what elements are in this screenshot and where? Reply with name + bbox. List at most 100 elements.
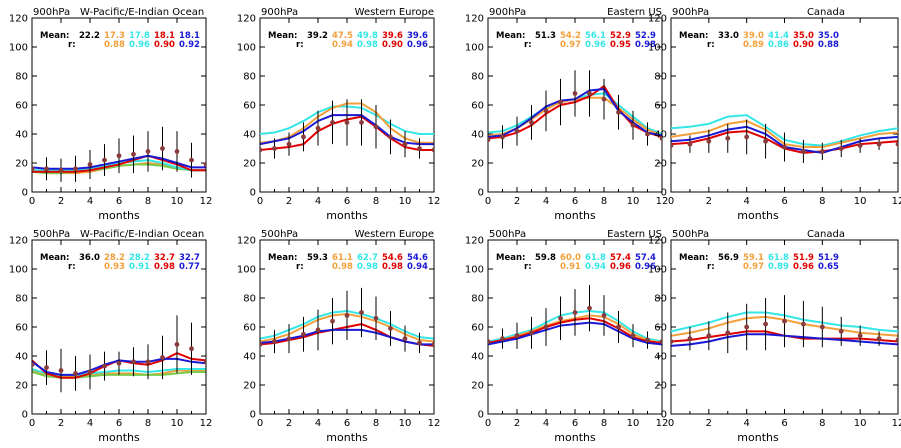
y-tick-label: 40 bbox=[15, 130, 28, 141]
mean-label: Mean: bbox=[40, 31, 69, 41]
x-axis-label: months bbox=[737, 431, 779, 444]
r-value: 0.96 bbox=[407, 40, 428, 50]
mean-label: Mean: bbox=[679, 253, 708, 263]
obs-point bbox=[373, 315, 379, 321]
mean-value: 52.9 bbox=[635, 31, 656, 41]
mean-value: 28.2 bbox=[129, 253, 150, 263]
y-tick-label: 80 bbox=[654, 72, 667, 83]
x-tick-label: 6 bbox=[116, 196, 122, 207]
y-tick-label: 60 bbox=[15, 323, 28, 334]
y-tick-label: 120 bbox=[648, 14, 667, 25]
y-tick-label: 40 bbox=[15, 352, 28, 363]
y-tick-label: 100 bbox=[9, 265, 28, 276]
r-label: r: bbox=[524, 40, 532, 50]
mean-value: 18.1 bbox=[179, 31, 200, 41]
r-value: 0.94 bbox=[407, 262, 428, 272]
obs-point bbox=[116, 360, 122, 366]
y-tick-label: 40 bbox=[243, 130, 256, 141]
mean-value: 33.0 bbox=[718, 31, 739, 41]
obs-point bbox=[102, 157, 107, 163]
r-value: 0.96 bbox=[635, 262, 656, 272]
obs-point bbox=[630, 122, 636, 128]
region-title: Western Europe bbox=[355, 229, 434, 240]
obs-point bbox=[659, 135, 662, 141]
r-value: 0.94 bbox=[332, 40, 353, 50]
r-value: 0.96 bbox=[793, 262, 814, 272]
x-tick-label: 8 bbox=[601, 196, 607, 207]
obs-point bbox=[687, 141, 693, 147]
obs-point bbox=[315, 327, 321, 333]
region-title: W-Pacific/E-Indian Ocean bbox=[80, 7, 204, 18]
region-title: Eastern US bbox=[607, 229, 662, 240]
obs-point bbox=[659, 339, 662, 344]
y-tick-label: 60 bbox=[654, 323, 667, 334]
obs-point bbox=[763, 321, 768, 327]
x-tick-label: 6 bbox=[116, 418, 122, 429]
y-tick-label: 20 bbox=[15, 381, 28, 392]
y-tick-label: 120 bbox=[465, 236, 484, 247]
obs-point bbox=[272, 339, 277, 344]
x-axis-label: months bbox=[554, 209, 596, 222]
x-tick-label: 4 bbox=[743, 196, 749, 207]
region-title: Canada bbox=[807, 7, 845, 18]
x-axis-label: months bbox=[737, 209, 779, 222]
r-label: r: bbox=[707, 262, 715, 272]
x-tick-label: 0 bbox=[668, 418, 674, 429]
x-tick-label: 8 bbox=[601, 418, 607, 429]
x-tick-label: 12 bbox=[200, 196, 213, 207]
mean-value: 18.1 bbox=[154, 31, 175, 41]
x-tick-label: 6 bbox=[344, 418, 350, 429]
mean-value: 39.0 bbox=[743, 31, 764, 41]
obs-point bbox=[330, 120, 335, 125]
y-tick-label: 120 bbox=[237, 14, 256, 25]
mean-value: 56.9 bbox=[718, 253, 739, 263]
obs-point bbox=[87, 162, 93, 167]
obs-point bbox=[895, 141, 898, 147]
mean-value: 39.6 bbox=[407, 31, 428, 41]
y-tick-label: 0 bbox=[478, 410, 484, 421]
r-value: 0.86 bbox=[768, 40, 789, 50]
y-tick-label: 0 bbox=[22, 188, 28, 199]
y-tick-label: 60 bbox=[471, 101, 484, 112]
pressure-level-label: 500hPa bbox=[33, 229, 70, 240]
mean-value: 39.2 bbox=[307, 31, 328, 41]
y-tick-label: 80 bbox=[471, 72, 484, 83]
obs-point bbox=[203, 162, 206, 167]
y-tick-label: 40 bbox=[243, 352, 256, 363]
plot-area bbox=[488, 70, 662, 149]
x-tick-label: 10 bbox=[399, 418, 412, 429]
y-tick-label: 0 bbox=[250, 188, 256, 199]
obs-point bbox=[514, 333, 520, 339]
obs-point bbox=[160, 355, 165, 360]
x-axis-label: months bbox=[326, 431, 368, 444]
obs-point bbox=[417, 146, 422, 151]
mean-label: Mean: bbox=[496, 31, 525, 41]
r-value: 0.91 bbox=[560, 262, 581, 272]
obs-point bbox=[286, 336, 292, 341]
r-value: 0.77 bbox=[179, 262, 200, 272]
mean-value: 52.9 bbox=[610, 31, 631, 41]
obs-point bbox=[838, 146, 844, 151]
mean-value: 49.8 bbox=[357, 31, 378, 41]
x-tick-label: 0 bbox=[485, 196, 491, 207]
y-tick-label: 60 bbox=[243, 323, 256, 334]
x-tick-label: 6 bbox=[781, 196, 787, 207]
obs-point bbox=[388, 134, 393, 140]
obs-point bbox=[601, 96, 607, 102]
y-tick-label: 40 bbox=[654, 130, 667, 141]
y-tick-label: 20 bbox=[654, 159, 667, 170]
obs-point bbox=[32, 362, 35, 368]
obs-point bbox=[857, 143, 863, 149]
mean-value: 60.0 bbox=[560, 253, 581, 263]
r-value: 0.98 bbox=[635, 40, 656, 50]
obs-point bbox=[819, 149, 825, 154]
r-value: 0.98 bbox=[357, 40, 378, 50]
r-value: 0.95 bbox=[610, 40, 631, 50]
r-value: 0.98 bbox=[357, 262, 378, 272]
mean-value: 51.9 bbox=[818, 253, 839, 263]
y-tick-label: 40 bbox=[654, 352, 667, 363]
r-value: 0.96 bbox=[129, 40, 150, 50]
x-tick-label: 4 bbox=[315, 418, 321, 429]
r-label: r: bbox=[68, 40, 76, 50]
x-tick-label: 8 bbox=[373, 196, 379, 207]
